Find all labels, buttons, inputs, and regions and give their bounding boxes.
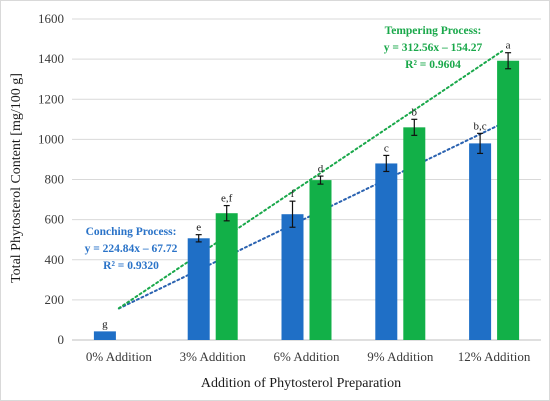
x-tick-label: 12% Addition (458, 349, 531, 364)
bar (375, 163, 398, 340)
conching-annotation: Conching Process: y = 224.84x – 67.72 R²… (85, 226, 178, 272)
significance-label: a (506, 40, 511, 52)
tempering-title: Tempering Process: (385, 25, 482, 37)
tempering-equation: y = 312.56x – 154.27 (384, 42, 483, 54)
significance-label: d (318, 163, 324, 175)
y-tick-label: 600 (45, 212, 65, 227)
significance-labels: g e f c b,c e,f d b a (102, 40, 511, 331)
y-tick-labels: 0 200 400 600 800 1000 1200 1400 1600 (38, 11, 64, 347)
x-tick-label: 0% Addition (86, 349, 153, 364)
significance-label: c (384, 142, 389, 154)
bar (469, 143, 492, 340)
bar (93, 331, 116, 340)
x-tick-label: 3% Addition (180, 349, 247, 364)
bars (93, 60, 520, 341)
y-tick-label: 400 (45, 252, 65, 267)
conching-r2: R² = 0.9320 (103, 260, 159, 272)
bar (281, 214, 304, 340)
significance-label: b,c (474, 120, 487, 132)
bar (309, 180, 332, 340)
bar (497, 60, 520, 340)
x-tick-label: 6% Addition (273, 349, 340, 364)
conching-title: Conching Process: (86, 226, 177, 238)
significance-label: e (196, 222, 201, 234)
significance-label: e,f (221, 193, 233, 205)
significance-label: g (102, 318, 108, 330)
tempering-annotation: Tempering Process: y = 312.56x – 154.27 … (384, 25, 483, 71)
tempering-r2: R² = 0.9604 (405, 59, 461, 71)
x-axis-title: Addition of Phytosterol Preparation (201, 376, 401, 391)
conching-equation: y = 224.84x – 67.72 (85, 243, 178, 255)
bar (187, 238, 210, 340)
y-tick-label: 1600 (38, 11, 64, 26)
trendline (117, 50, 504, 310)
y-tick-label: 1000 (38, 131, 64, 146)
y-axis-title: Total Phytosterol Content [mg/100 g] (9, 73, 24, 283)
y-tick-label: 800 (45, 172, 65, 187)
gridlines (72, 18, 541, 341)
y-tick-label: 1400 (38, 51, 64, 66)
y-tick-label: 1200 (38, 91, 64, 106)
error-bars (195, 52, 512, 243)
x-tick-labels: 0% Addition 3% Addition 6% Addition 9% Addi… (86, 349, 531, 364)
y-tick-label: 0 (58, 332, 65, 347)
significance-label: b (412, 106, 418, 118)
x-tick-label: 9% Addition (367, 349, 434, 364)
bar (403, 127, 426, 341)
significance-label: f (291, 188, 295, 200)
bar (215, 213, 238, 340)
y-tick-label: 200 (45, 292, 65, 307)
